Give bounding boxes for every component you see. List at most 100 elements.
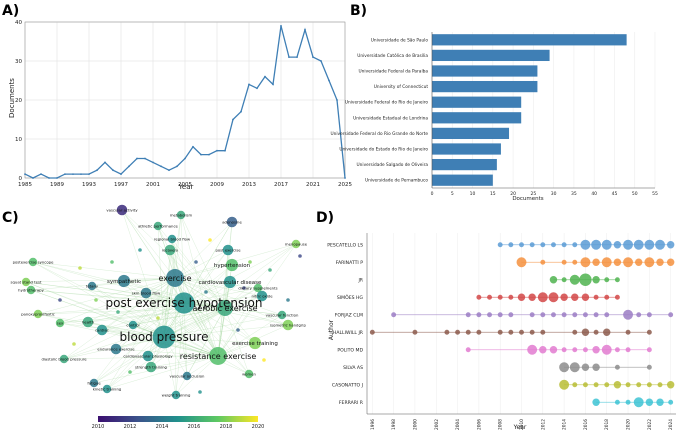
panel-d-data-point: [572, 242, 578, 248]
panel-a-data-point: [200, 153, 202, 156]
panel-d-data-point: [537, 292, 548, 303]
panel-a-label: A): [2, 3, 19, 19]
panel-d-data-point: [601, 239, 612, 250]
panel-c-edge: [132, 277, 176, 326]
panel-c-node: [128, 320, 138, 330]
panel-c-node-label: hypertension: [214, 263, 251, 269]
panel-c-node-label: kinetic training: [93, 386, 122, 391]
panel-c-node: [225, 258, 239, 272]
panel-d-data-point: [646, 312, 652, 318]
panel-c-edge: [93, 277, 176, 384]
panel-d-data-point: [592, 363, 600, 371]
panel-d-data-point: [497, 329, 503, 335]
panel-d-data-point: [561, 312, 567, 318]
panel-b-category-label: Universidade Católica de Brasília: [357, 52, 428, 59]
panel-c-node: [291, 239, 301, 249]
panel-a-data-point: [112, 169, 114, 172]
panel-c-edge: [121, 209, 165, 338]
panel-d-author-label: HALLIWILL JR: [333, 330, 364, 336]
panel-d-data-point: [593, 329, 599, 335]
panel-c-node-label: strength training: [135, 364, 167, 369]
panel-d-data-point: [625, 399, 631, 405]
panel-c-edge: [163, 336, 250, 375]
panel-c-edge: [217, 281, 231, 357]
panel-c-minor-node: [128, 370, 132, 374]
panel-d-data-point: [391, 312, 397, 318]
panel-c-node-label: nitric oxide: [251, 293, 273, 298]
panel-a-x-tick-label: 1993: [82, 182, 96, 188]
panel-c-node: [222, 244, 234, 256]
panel-a-y-tick-label: 10: [15, 137, 22, 143]
panel-c-edge: [91, 285, 185, 304]
panel-c-edge: [183, 249, 229, 304]
panel-d-data-point: [666, 381, 675, 389]
panel-d-data-point: [593, 312, 599, 318]
panel-c-edge: [63, 355, 219, 360]
panel-c-edge: [106, 277, 176, 390]
panel-d-data-point: [636, 382, 642, 388]
panel-c-edge: [175, 302, 185, 396]
panel-c-node: [89, 378, 99, 388]
panel-d-data-point: [613, 241, 622, 249]
panel-c-node-label: postexercise syncope: [13, 259, 55, 264]
panel-c-edge: [174, 277, 231, 283]
panel-c-node-label: vascular occlusion: [170, 373, 206, 378]
panel-c-node: [82, 316, 94, 328]
panel-d-data-point: [561, 242, 567, 248]
panel-c-edge: [174, 249, 229, 279]
panel-b-x-tick-label: 40: [591, 191, 597, 197]
panel-d-x-tick-label: 2004: [455, 419, 461, 430]
panel-b-x-tick-label: 20: [510, 191, 516, 197]
panel-d-data-point: [625, 382, 631, 388]
panel-c-node: [217, 300, 233, 316]
panel-d-data-point: [646, 347, 652, 353]
panel-c-edge: [150, 307, 226, 368]
panel-c-edge: [174, 221, 233, 279]
panel-d-x-tick-label: 2022: [647, 419, 653, 430]
panel-d-data-point: [497, 242, 503, 248]
panel-c-node: [21, 277, 31, 287]
panel-c-node: [209, 347, 227, 365]
panel-d-author-label: POLITO MD: [337, 347, 363, 353]
panel-a-data-point: [56, 177, 58, 179]
panel-d-data-point: [560, 293, 568, 301]
panel-a-data-point: [144, 157, 146, 160]
panel-c-node-label: cardiovascular physiology: [123, 353, 173, 358]
panel-c-edge: [163, 324, 289, 338]
panel-c-minor-node: [236, 328, 240, 332]
panel-c-edge: [93, 336, 165, 384]
panel-d-data-point: [613, 381, 622, 389]
panel-d-data-point: [614, 294, 620, 300]
panel-d-data-point: [582, 347, 588, 353]
panel-b-category-label: Universidade Federal da Paraíba: [359, 68, 429, 75]
panel-c-edge: [132, 324, 219, 357]
panel-c-node-label: exercise training: [232, 341, 278, 347]
panel-c-node: [164, 244, 176, 256]
panel-b-category-label: Universidade do Estado do Rio de Janeiro: [339, 147, 428, 153]
panel-c-node: [28, 257, 38, 267]
panel-d-data-point: [497, 294, 503, 300]
panel-d-data-point: [614, 277, 620, 283]
panel-c-minor-node: [242, 286, 246, 290]
panel-c-colorbar-tick-label: 2016: [188, 424, 201, 430]
panel-d-data-point: [580, 239, 591, 250]
panel-d-data-point: [516, 257, 527, 268]
panel-c-edge: [217, 314, 283, 357]
panel-c-edge: [169, 249, 226, 309]
panel-d-data-point: [623, 257, 634, 268]
panel-b-category-label: Universidade Federal do Rio Grande do No…: [330, 131, 428, 137]
panel-c-edge: [224, 307, 250, 375]
panel-c-edge: [106, 307, 226, 390]
panel-a-x-tick-label: 1985: [18, 182, 32, 188]
panel-d-data-point: [529, 312, 535, 318]
panel-c-minor-node: [194, 260, 198, 264]
panel-c-node-label: isometric handgrip: [270, 322, 306, 327]
panel-c-edge: [174, 277, 188, 377]
panel-a-y-tick-label: 40: [15, 20, 22, 26]
panel-c-edge: [115, 348, 219, 357]
panel-d-data-point: [613, 258, 622, 266]
panel-c-node-label: tetany: [86, 283, 99, 288]
panel-c-node-label: cardiac: [95, 327, 109, 332]
panel-d-data-point: [601, 257, 612, 268]
panel-c-node: [117, 274, 131, 288]
